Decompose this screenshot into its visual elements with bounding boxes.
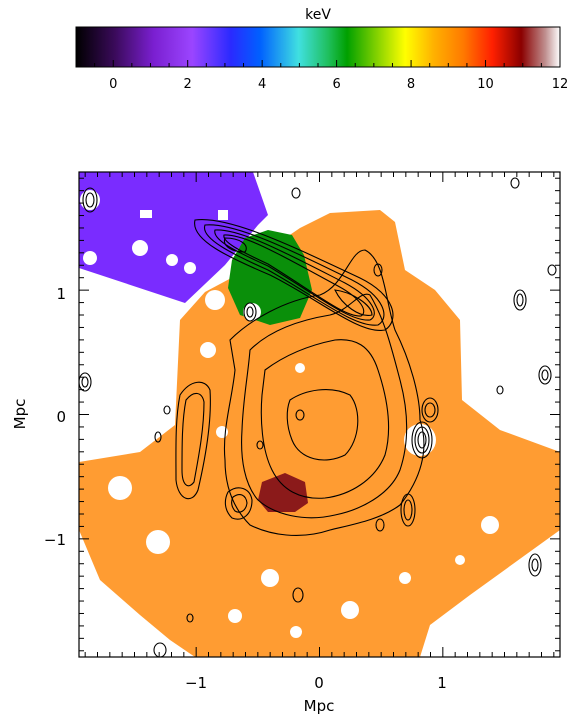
axis-ticks bbox=[79, 172, 560, 657]
colorbar-tick-label: 2 bbox=[184, 77, 192, 92]
colorbar-tick-label: 4 bbox=[258, 77, 266, 92]
colorbar-tick-label: 10 bbox=[477, 77, 494, 92]
x-axis-label: Mpc bbox=[304, 697, 335, 715]
x-tick-label-1: 1 bbox=[437, 674, 447, 692]
colorbar-tick-label: 0 bbox=[109, 77, 117, 92]
y-axis-label: Mpc bbox=[11, 399, 29, 430]
region-main bbox=[79, 210, 560, 657]
colorbar-tick-label: 8 bbox=[407, 77, 415, 92]
colorbar-tick-label: 6 bbox=[332, 77, 340, 92]
point-source-masks bbox=[80, 190, 499, 638]
colorbar-tick-label: 12 bbox=[552, 77, 569, 92]
temperature-map bbox=[79, 172, 560, 657]
region-northwest bbox=[79, 172, 268, 303]
colorbar bbox=[75, 26, 561, 68]
colorbar-label: keV bbox=[305, 7, 331, 23]
y-tick-label-1: 1 bbox=[56, 285, 66, 303]
y-tick-label-0: 0 bbox=[56, 408, 66, 426]
region-north-center bbox=[228, 230, 312, 325]
contours bbox=[79, 177, 557, 657]
x-tick-label-0: 0 bbox=[314, 674, 324, 692]
region-south-center bbox=[258, 473, 308, 512]
x-tick-label-neg1: −1 bbox=[185, 674, 207, 692]
colorbar-ticks: 0 2 4 6 8 10 12 bbox=[75, 60, 569, 92]
y-tick-label-neg1: −1 bbox=[44, 531, 66, 549]
